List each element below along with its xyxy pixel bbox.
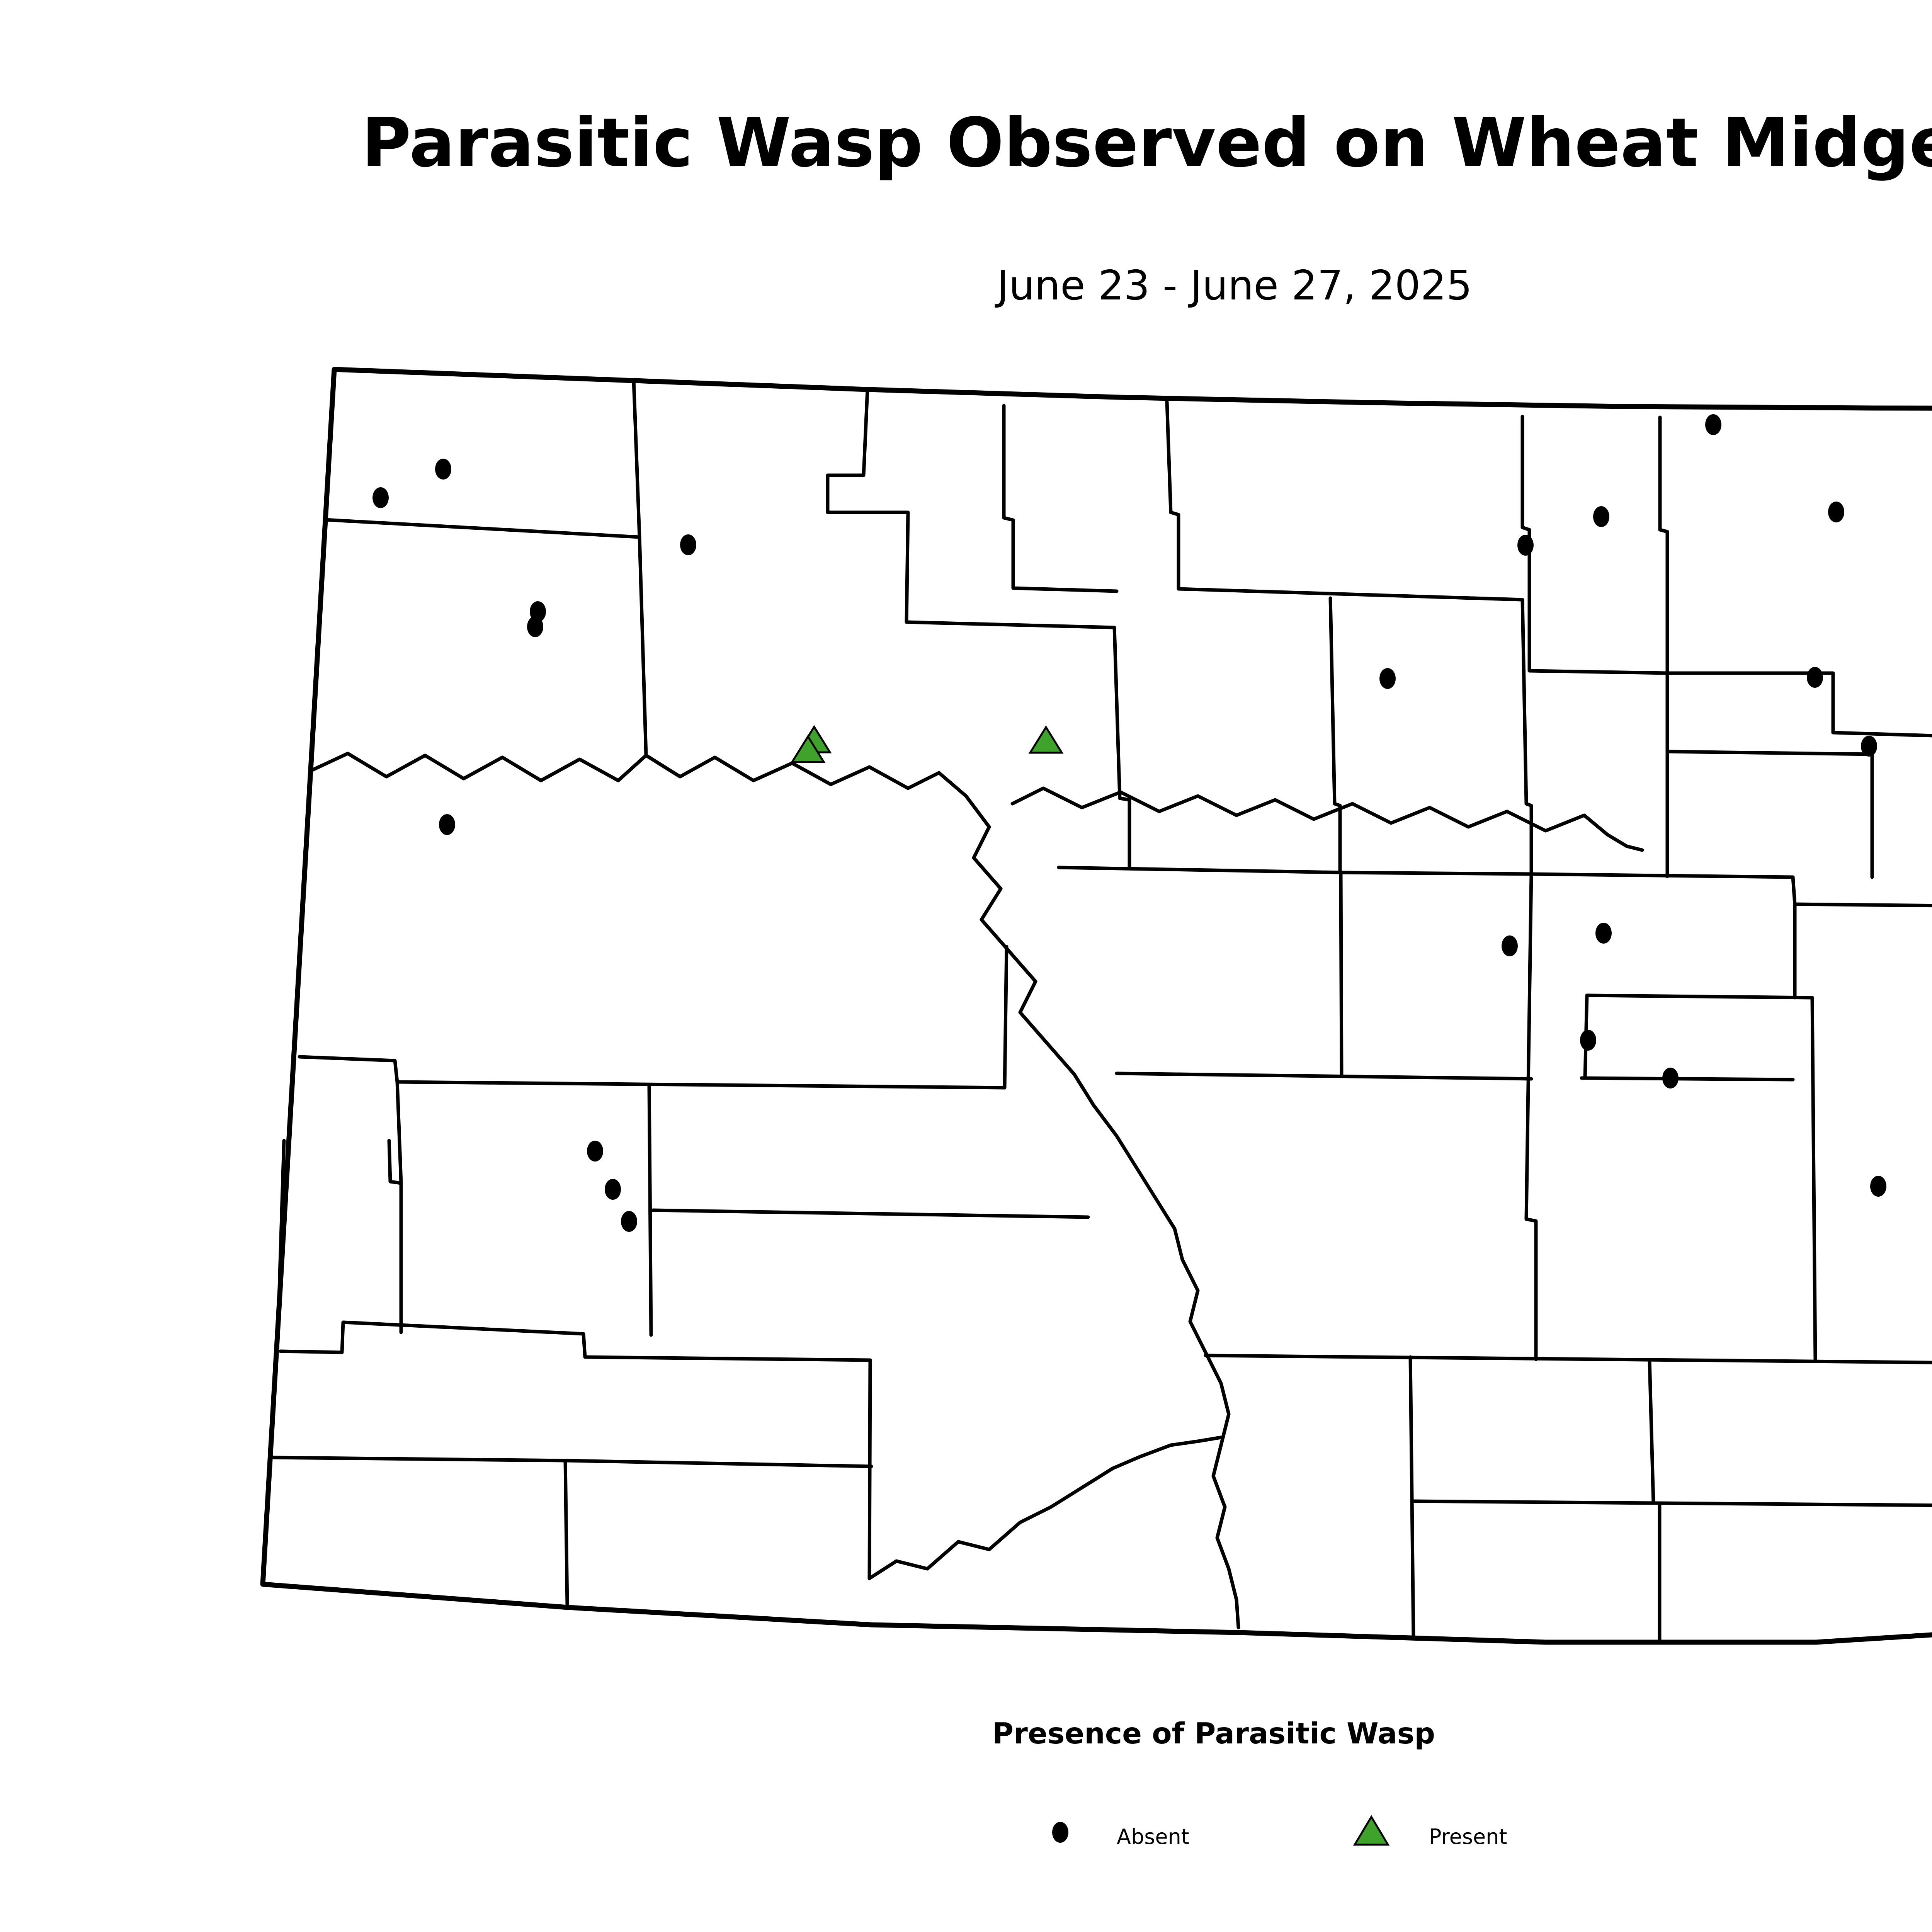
- absent-point: [1580, 1030, 1596, 1051]
- absent-point: [1861, 736, 1877, 757]
- absent-point: [527, 616, 543, 637]
- observation-points: [372, 414, 1886, 1232]
- page-title: Parasitic Wasp Observed on Wheat Midge T…: [362, 104, 1932, 182]
- absent-point: [605, 1179, 621, 1200]
- absent-point: [587, 1141, 603, 1162]
- absent-point: [680, 534, 696, 555]
- absent-point: [1870, 1176, 1886, 1197]
- absent-point: [1807, 667, 1823, 688]
- state-outline: [260, 367, 1932, 1645]
- absent-point: [1593, 506, 1609, 527]
- absent-point: [1662, 1068, 1679, 1088]
- absent-point: [1705, 414, 1721, 435]
- river-lines: [311, 752, 1644, 1629]
- absent-point: [621, 1211, 637, 1232]
- absent-point: [372, 487, 389, 508]
- absent-point: [1595, 923, 1612, 944]
- legend-present-label: Present: [1429, 1825, 1507, 1849]
- present-point: [1028, 725, 1064, 754]
- legend-present-triangle-icon: [1353, 1815, 1390, 1846]
- absent-point: [439, 814, 455, 835]
- page-subtitle: June 23 - June 27, 2025: [995, 262, 1472, 309]
- legend-absent-label: Absent: [1117, 1825, 1189, 1849]
- legend-title: Presence of Parasitic Wasp: [992, 1716, 1435, 1750]
- county-borders: [272, 379, 1932, 1643]
- absent-point: [1502, 935, 1518, 956]
- legend-absent-dot-icon: [1052, 1822, 1068, 1843]
- legend: Presence of Parasitic Wasp Absent Presen…: [992, 1716, 1507, 1849]
- absent-point: [1379, 668, 1396, 689]
- absent-point: [1517, 535, 1534, 556]
- absent-point: [435, 459, 451, 480]
- present-point: [790, 735, 826, 763]
- absent-point: [1828, 502, 1844, 522]
